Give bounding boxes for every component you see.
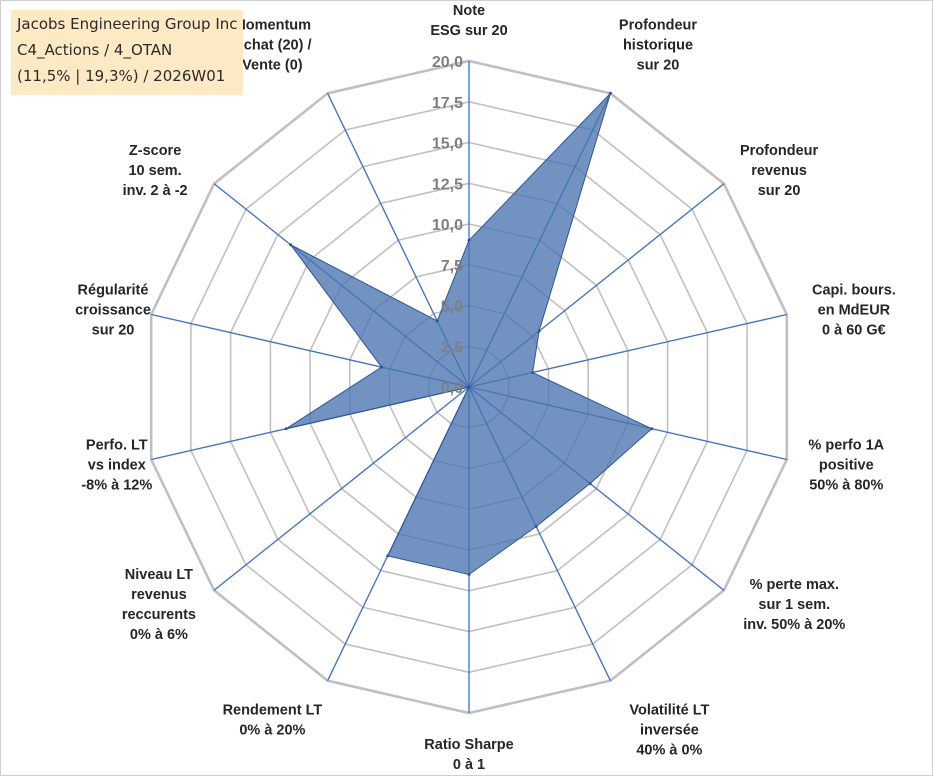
- tick-label: 12,5: [432, 176, 463, 193]
- category-label-line: 0% à 6%: [130, 627, 188, 643]
- tick-label: 17,5: [432, 95, 463, 112]
- category-label: Volatilité LT inversée 40% à 0%: [629, 703, 709, 759]
- tick-label: 7,5: [441, 258, 463, 275]
- data-point: [534, 525, 538, 528]
- category-label: Niveau LT revenus reccurents 0% à 6%: [122, 567, 196, 643]
- category-label-line: Achat (20) /: [233, 38, 311, 54]
- data-point: [608, 91, 612, 95]
- data-point: [380, 365, 384, 369]
- tick-label: 5,0: [441, 299, 463, 316]
- data-point: [531, 371, 535, 374]
- chart-title: Jacobs Engineering Group Inc C4_Actions …: [11, 10, 243, 95]
- category-label-line: Ratio Sharpe: [424, 737, 513, 753]
- series-layer: [284, 91, 654, 576]
- category-label-line: 10 sem.: [128, 163, 181, 179]
- category-label-line: revenus: [131, 587, 187, 603]
- category-label-line: -8% à 12%: [81, 477, 152, 493]
- data-point: [284, 427, 288, 431]
- tick-label: 20,0: [432, 54, 463, 71]
- category-label-line: 50% à 80%: [809, 477, 883, 493]
- category-label-line: Vente (0): [242, 58, 303, 74]
- category-label: Ratio Sharpe 0 à 1: [424, 737, 513, 773]
- category-label: Z-score 10 sem. inv. 2 à -2: [123, 143, 188, 199]
- category-label-line: Note: [453, 3, 485, 19]
- category-label-line: revenus: [751, 163, 807, 179]
- category-label: % perfo 1A positive 50% à 80%: [808, 437, 884, 493]
- category-label: Profondeur revenus sur 20: [740, 143, 818, 199]
- category-label-line: 0 à 60 G€: [822, 323, 886, 339]
- category-label-line: 0 à 1: [453, 757, 485, 773]
- category-label: Régularité croissance sur 20: [75, 283, 151, 339]
- data-point: [435, 319, 439, 323]
- tick-labels: 0,0 2,5 5,0 7,5 10,0 12,5 15,0 17,5 20,0: [432, 54, 463, 397]
- category-label-line: Niveau LT: [125, 567, 193, 583]
- category-label-line: 0% à 20%: [239, 723, 305, 739]
- category-label-line: Momentum: [234, 18, 311, 34]
- category-label-line: Perfo. LT: [86, 437, 148, 453]
- tick-label: 15,0: [432, 136, 463, 153]
- category-label-line: croissance: [75, 303, 151, 319]
- tick-label: 0,0: [441, 380, 463, 397]
- data-point: [467, 238, 471, 242]
- category-label-line: Profondeur: [619, 18, 697, 34]
- category-label-line: % perte max.: [750, 577, 839, 593]
- category-label-line: Régularité: [78, 283, 149, 299]
- axis-spoke-overlay: [213, 386, 470, 591]
- category-label: % perte max. sur 1 sem. inv. 50% à 20%: [743, 577, 845, 633]
- category-label-line: sur 20: [92, 323, 135, 339]
- category-label-line: positive: [819, 457, 874, 473]
- category-label: Rendement LT 0% à 20%: [223, 703, 323, 739]
- category-label: Capi. bours. en MdEUR 0 à 60 G€: [812, 283, 896, 339]
- category-label: Perfo. LT vs index -8% à 12%: [81, 437, 152, 493]
- title-line: Jacobs Engineering Group Inc: [17, 15, 238, 33]
- category-label-line: Rendement LT: [223, 703, 323, 719]
- data-point: [467, 385, 471, 389]
- category-labels: Note ESG sur 20 Profondeur historique sur 20…: [75, 3, 896, 773]
- category-label-line: sur 20: [758, 183, 801, 199]
- category-label-line: Volatilité LT: [629, 703, 709, 719]
- category-label: Note ESG sur 20: [430, 3, 507, 39]
- title-line: (11,5% | 19,3%) / 2026W01: [17, 67, 226, 85]
- data-point: [650, 427, 654, 431]
- category-label-line: reccurents: [122, 607, 196, 623]
- category-label-line: Capi. bours.: [812, 283, 896, 299]
- category-label-line: % perfo 1A: [808, 437, 884, 453]
- data-point: [467, 573, 471, 576]
- category-label-line: 40% à 0%: [636, 743, 702, 759]
- category-label-line: inv. 50% à 20%: [743, 617, 845, 633]
- category-label-line: ESG sur 20: [430, 23, 507, 39]
- category-label-line: sur 1 sem.: [758, 597, 830, 613]
- category-label-line: Profondeur: [740, 143, 818, 159]
- category-label-line: sur 20: [637, 58, 680, 74]
- category-label-line: inversée: [640, 723, 699, 739]
- data-point: [588, 482, 592, 485]
- title-line: C4_Actions / 4_OTAN: [17, 41, 173, 59]
- data-point: [537, 329, 541, 333]
- data-point: [289, 243, 293, 247]
- category-label: Profondeur historique sur 20: [619, 18, 697, 74]
- category-label-line: Z-score: [129, 143, 181, 159]
- category-label-line: historique: [623, 38, 693, 54]
- data-point: [386, 554, 390, 558]
- tick-label: 2,5: [441, 339, 463, 356]
- category-label-line: en MdEUR: [818, 303, 891, 319]
- category-label-line: vs index: [88, 457, 146, 473]
- category-label: Momentum Achat (20) / Vente (0): [233, 18, 311, 74]
- category-label-line: inv. 2 à -2: [123, 183, 188, 199]
- tick-label: 10,0: [432, 217, 463, 234]
